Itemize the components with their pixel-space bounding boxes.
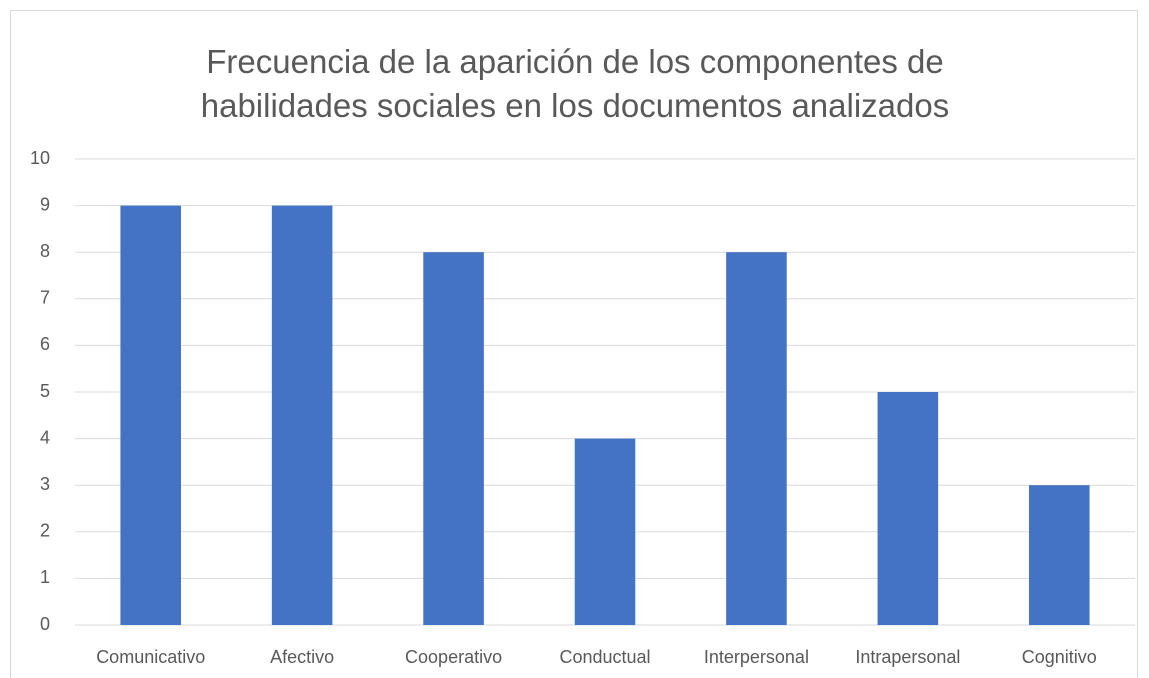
x-tick-label: Conductual (559, 647, 650, 667)
x-tick-label: Intrapersonal (855, 647, 960, 667)
chart-border (10, 10, 1138, 678)
bar (726, 252, 787, 625)
x-tick-label: Afectivo (270, 647, 334, 667)
y-tick-label: 2 (40, 521, 50, 541)
chart-title: Frecuencia de la aparición de los compon… (200, 43, 950, 124)
x-tick-label: Comunicativo (96, 647, 205, 667)
y-tick-label: 1 (40, 567, 50, 587)
y-tick-label: 0 (40, 614, 50, 634)
y-tick-label: 4 (40, 427, 50, 447)
y-tick-label: 3 (40, 474, 50, 494)
bar (120, 205, 181, 625)
y-tick-label: 6 (40, 334, 50, 354)
bar (877, 392, 939, 625)
y-tick-label: 10 (30, 148, 50, 168)
bar (574, 438, 636, 625)
x-tick-label: Cooperativo (405, 647, 502, 667)
bar (271, 205, 333, 625)
bar (423, 252, 484, 625)
bar (1029, 485, 1090, 625)
x-tick-label: Interpersonal (704, 647, 809, 667)
y-tick-label: 9 (40, 194, 50, 214)
y-tick-label: 5 (40, 381, 50, 401)
y-tick-label: 8 (40, 241, 50, 261)
x-tick-label: Cognitivo (1022, 647, 1097, 667)
y-tick-label: 7 (40, 288, 50, 308)
